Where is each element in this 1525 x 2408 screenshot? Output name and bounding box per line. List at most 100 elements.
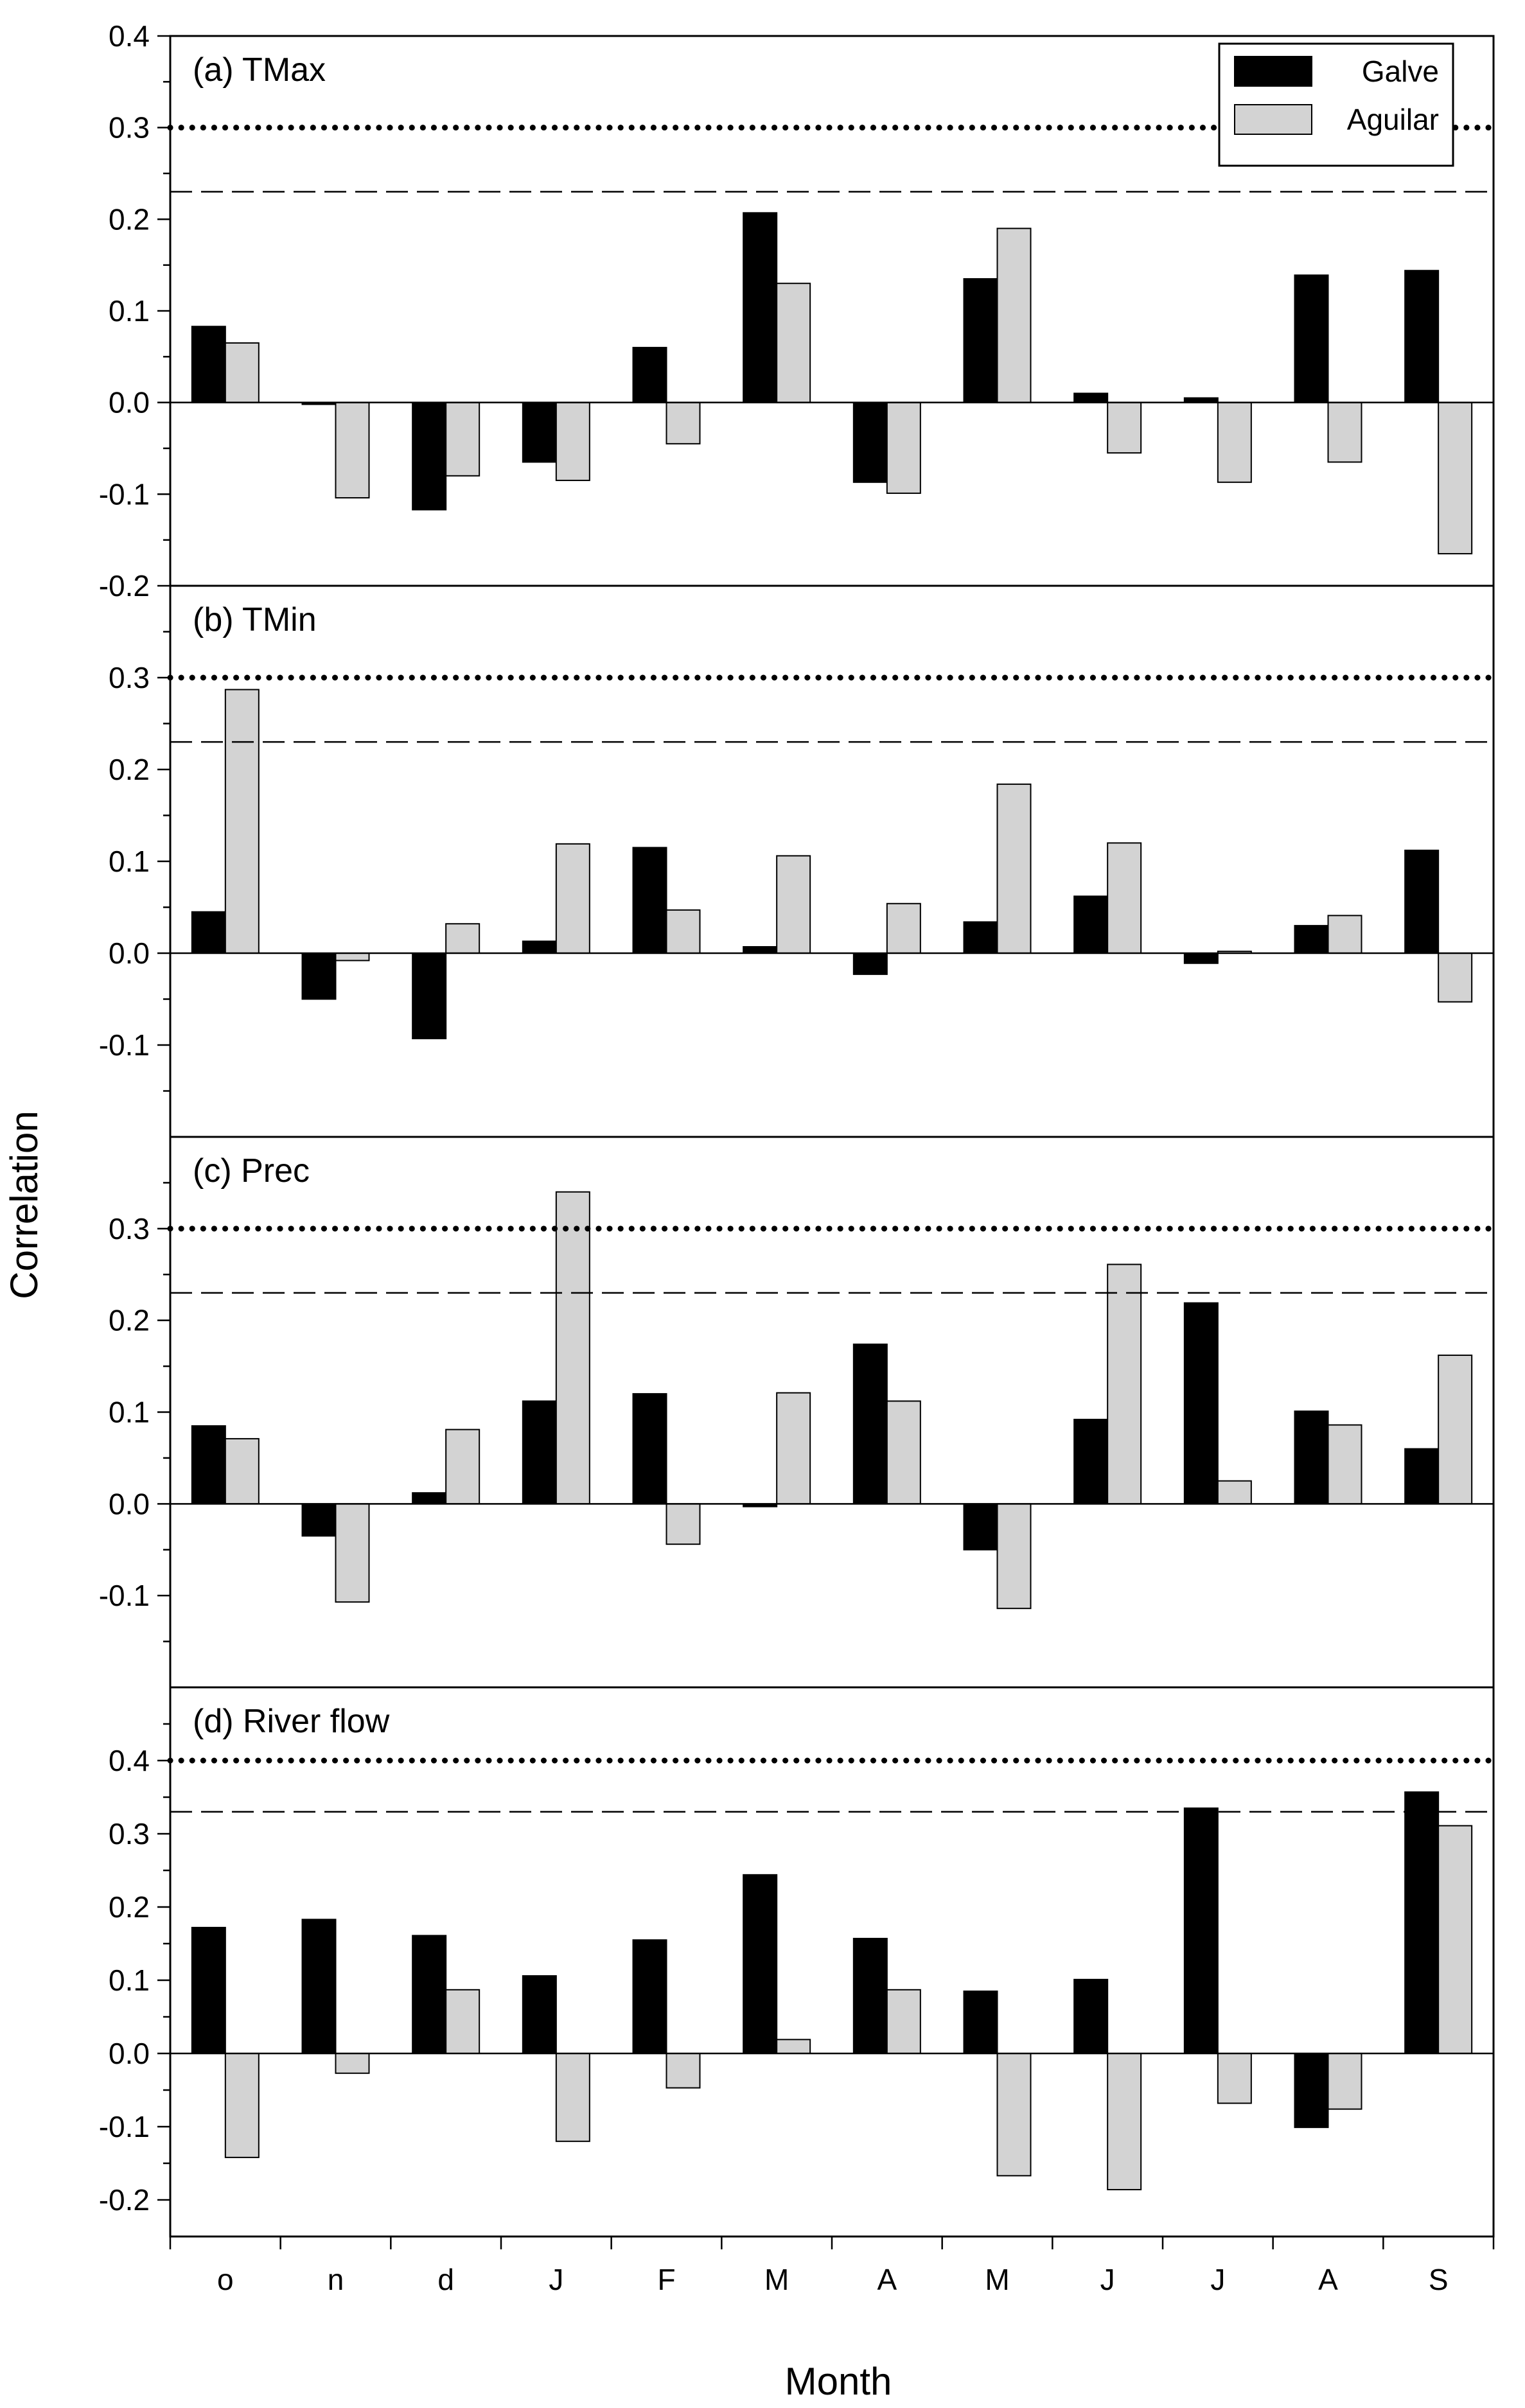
bar-galve-d-3 bbox=[412, 401, 447, 511]
legend-swatch-galve bbox=[1234, 56, 1312, 87]
y-tick-label: 0.2 bbox=[109, 1304, 150, 1337]
bar-aguilar-F-5 bbox=[666, 401, 701, 444]
bar-aguilar-o-1 bbox=[224, 1437, 260, 1505]
bar-galve-S-12 bbox=[1404, 1791, 1440, 2055]
chart-panels: -0.2 -0.1 0.0 0.1 0.2 0.3 0.4 (a) TMax Galve Agui… bbox=[99, 19, 1497, 2238]
bar-aguilar-M-6 bbox=[776, 2039, 811, 2055]
y-tick-label: 0.1 bbox=[109, 1964, 150, 1997]
bar-aguilar-S-12 bbox=[1438, 1825, 1473, 2054]
y-tick-label: 0.4 bbox=[109, 19, 150, 53]
bar-aguilar-o-1 bbox=[224, 342, 260, 403]
panel-1: -0.2 -0.1 0.0 0.1 0.2 0.3 0.4 (a) TMax Galve Agui… bbox=[99, 19, 1497, 602]
bar-aguilar-J-4 bbox=[555, 2053, 590, 2142]
y-tick-label: 0.1 bbox=[109, 294, 150, 328]
panel-title: (b) TMin bbox=[193, 601, 317, 638]
month-label: M bbox=[764, 2263, 789, 2296]
bar-galve-M-8 bbox=[963, 1503, 998, 1551]
y-axis-title: Correlation bbox=[3, 1111, 46, 1299]
bar-galve-J-9 bbox=[1073, 1978, 1109, 2055]
bar-aguilar-J-4 bbox=[555, 1191, 590, 1505]
bar-galve-F-5 bbox=[632, 1939, 667, 2055]
y-tick-label: 0.3 bbox=[109, 1212, 150, 1245]
bar-galve-F-5 bbox=[632, 1393, 667, 1505]
bar-aguilar-o-1 bbox=[224, 2053, 260, 2158]
bar-galve-o-1 bbox=[191, 1926, 226, 2054]
month-label: F bbox=[657, 2263, 675, 2296]
bar-aguilar-J-10 bbox=[1217, 401, 1252, 483]
y-tick-label: 0.1 bbox=[109, 845, 150, 878]
bar-galve-n-2 bbox=[301, 1503, 337, 1537]
bar-aguilar-o-1 bbox=[224, 689, 260, 954]
y-tick-label: -0.2 bbox=[99, 2183, 150, 2217]
y-tick-label: 0.3 bbox=[109, 661, 150, 694]
month-label: M bbox=[985, 2263, 1009, 2296]
bar-aguilar-S-12 bbox=[1438, 401, 1473, 555]
y-tick-label: -0.2 bbox=[99, 569, 150, 602]
bar-aguilar-n-2 bbox=[335, 1503, 370, 1603]
bar-aguilar-J-9 bbox=[1107, 401, 1142, 454]
bar-aguilar-M-8 bbox=[996, 783, 1032, 954]
bar-galve-d-3 bbox=[412, 1492, 447, 1505]
bar-aguilar-M-8 bbox=[996, 2053, 1032, 2177]
month-label: d bbox=[437, 2263, 454, 2296]
bar-galve-o-1 bbox=[191, 1425, 226, 1505]
y-tick-label: -0.1 bbox=[99, 2110, 150, 2143]
bar-galve-A-7 bbox=[852, 401, 888, 483]
y-tick-label: 0.0 bbox=[109, 2037, 150, 2070]
month-label: J bbox=[1100, 2263, 1115, 2296]
y-tick-label: 0.0 bbox=[109, 936, 150, 970]
x-axis-title: Month bbox=[785, 2360, 892, 2403]
month-label: S bbox=[1429, 2263, 1449, 2296]
y-tick-label: -0.1 bbox=[99, 1028, 150, 1062]
bar-aguilar-A-11 bbox=[1327, 401, 1362, 463]
bar-galve-J-4 bbox=[522, 1975, 557, 2054]
y-tick-label: 0.2 bbox=[109, 753, 150, 786]
y-tick-label: 0.0 bbox=[109, 386, 150, 419]
bar-galve-J-4 bbox=[522, 940, 557, 954]
y-tick-label: 0.2 bbox=[109, 202, 150, 236]
bar-aguilar-A-11 bbox=[1327, 915, 1362, 954]
bar-galve-o-1 bbox=[191, 911, 226, 954]
bar-galve-J-9 bbox=[1073, 392, 1109, 403]
month-label: n bbox=[328, 2263, 344, 2296]
bar-aguilar-M-6 bbox=[776, 855, 811, 954]
bar-aguilar-n-2 bbox=[335, 401, 370, 499]
bar-galve-F-5 bbox=[632, 847, 667, 954]
bar-aguilar-A-7 bbox=[886, 1400, 921, 1505]
bar-aguilar-J-10 bbox=[1217, 2053, 1252, 2104]
bar-aguilar-d-3 bbox=[445, 1428, 480, 1505]
bar-aguilar-A-7 bbox=[886, 401, 921, 494]
month-label: J bbox=[549, 2263, 563, 2296]
month-label: o bbox=[217, 2263, 234, 2296]
bar-galve-J-4 bbox=[522, 1400, 557, 1505]
y-tick-label: 0.4 bbox=[109, 1744, 150, 1777]
bar-galve-d-3 bbox=[412, 1935, 447, 2054]
y-tick-label: 0.2 bbox=[109, 1890, 150, 1924]
panel-4: -0.2 -0.1 0.0 0.1 0.2 0.3 0.4 (d) River flow bbox=[99, 1686, 1497, 2238]
bar-galve-J-9 bbox=[1073, 1418, 1109, 1505]
bar-aguilar-F-5 bbox=[666, 1503, 701, 1545]
bar-aguilar-n-2 bbox=[335, 2053, 370, 2074]
bar-aguilar-d-3 bbox=[445, 401, 480, 477]
bar-aguilar-M-6 bbox=[776, 1392, 811, 1505]
bar-aguilar-M-8 bbox=[996, 1503, 1032, 1610]
panel-title: (d) River flow bbox=[193, 1703, 390, 1740]
bar-aguilar-M-6 bbox=[776, 283, 811, 403]
bar-galve-A-7 bbox=[852, 1938, 888, 2055]
bar-galve-A-11 bbox=[1294, 1411, 1329, 1505]
panel-2: -0.1 0.0 0.1 0.2 0.3 (b) TMin bbox=[99, 584, 1497, 1138]
bar-galve-A-11 bbox=[1294, 274, 1329, 403]
bar-aguilar-J-9 bbox=[1107, 2053, 1142, 2191]
bar-aguilar-J-4 bbox=[555, 401, 590, 481]
bar-aguilar-F-5 bbox=[666, 909, 701, 954]
bar-galve-A-7 bbox=[852, 1343, 888, 1505]
bar-galve-d-3 bbox=[412, 953, 447, 1039]
y-tick-label: 0.1 bbox=[109, 1396, 150, 1429]
bar-galve-M-6 bbox=[743, 945, 778, 954]
bar-aguilar-S-12 bbox=[1438, 1354, 1473, 1505]
bar-aguilar-n-2 bbox=[335, 953, 370, 962]
bar-aguilar-A-7 bbox=[886, 1989, 921, 2055]
bar-galve-J-9 bbox=[1073, 895, 1109, 954]
